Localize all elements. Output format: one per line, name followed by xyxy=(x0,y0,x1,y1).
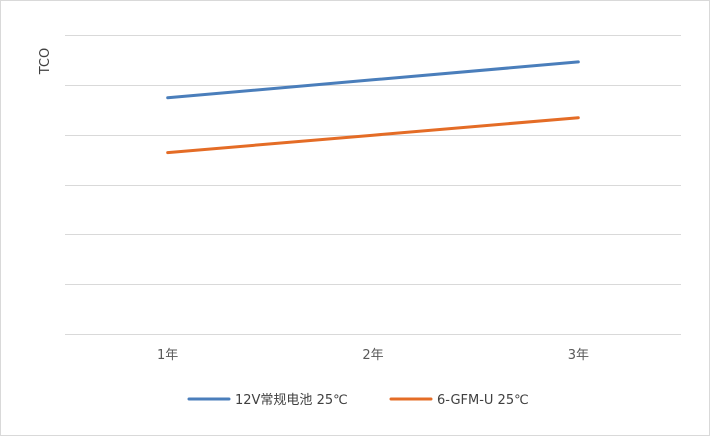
x-tick-labels: 1年 2年 3年 xyxy=(157,348,589,363)
legend: 12V常规电池 25℃ 6-GFM-U 25℃ xyxy=(187,393,529,408)
series-line-2 xyxy=(166,116,580,155)
y-axis-title: TCO xyxy=(38,48,53,76)
legend-label: 12V常规电池 25℃ xyxy=(235,393,348,408)
x-tick-label: 2年 xyxy=(362,348,383,363)
x-tick-label: 1年 xyxy=(157,348,178,363)
series-lines xyxy=(166,60,580,155)
legend-label: 6-GFM-U 25℃ xyxy=(437,393,529,408)
series-line-1 xyxy=(166,60,580,100)
x-tick-label: 3年 xyxy=(568,348,589,363)
